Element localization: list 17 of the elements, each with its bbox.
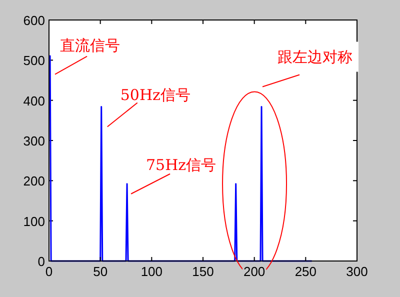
y-tick-label: 200: [23, 174, 45, 189]
annotation: 直流信号: [60, 36, 120, 54]
x-tick-label: 100: [140, 264, 163, 279]
y-tick-label: 600: [23, 13, 45, 28]
y-tick-label: 500: [23, 53, 45, 68]
annotation: 50Hz信号: [120, 86, 190, 104]
y-tick-label: 0: [38, 254, 45, 269]
x-tick-label: 150: [192, 264, 214, 279]
annotation: 75Hz信号: [146, 156, 216, 174]
y-tick-label: 400: [23, 93, 45, 108]
x-tick-label: 200: [243, 264, 266, 279]
annotation: 跟左边对称: [278, 48, 353, 66]
x-tick-label: 50: [93, 264, 108, 279]
y-tick-label: 100: [23, 214, 45, 229]
x-tick-label: 250: [294, 264, 317, 279]
y-tick-label: 300: [23, 134, 45, 148]
x-tick-label: 300: [346, 264, 368, 279]
